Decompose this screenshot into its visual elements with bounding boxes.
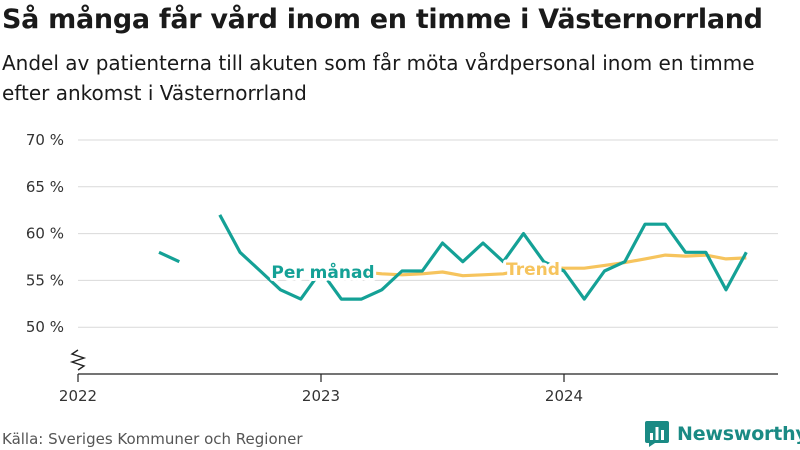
y-axis-tick-labels: 50 % 55 % 60 % 65 % 70 % [26,131,64,336]
chart-title: Så många får vård inom en timme i Väster… [2,4,763,35]
series-lines [158,214,748,301]
chart-subtitle: Andel av patienterna till akuten som får… [2,51,755,105]
brand-logo: Newsworthy [644,420,800,448]
bar-chart-logo-icon [645,421,669,447]
line-chart: 50 % 55 % 60 % 65 % 70 % Per månad Trend 2022… [26,131,778,405]
annotation-label: Trend [506,260,560,280]
x-tick-label: 2024 [545,387,583,405]
annotation-label: Per månad [271,261,374,283]
series-per-manad [158,214,748,301]
y-tick-label: 60 % [26,225,64,243]
axis-break-icon [69,349,87,371]
y-tick-label: 50 % [26,318,64,336]
source-note: Källa: Sveriges Kommuner och Regioner [2,430,303,448]
series-annotations: Per månad Trend [268,257,563,286]
y-tick-label: 65 % [26,178,64,196]
x-axis: 2022 2023 2024 [59,349,778,405]
y-tick-label: 70 % [26,131,64,149]
x-tick-label: 2023 [302,387,340,405]
x-tick-label: 2022 [59,387,97,405]
y-tick-label: 55 % [26,271,64,289]
gridlines [78,139,778,328]
series-line-per-manad [158,214,748,301]
brand-name: Newsworthy [677,423,800,445]
